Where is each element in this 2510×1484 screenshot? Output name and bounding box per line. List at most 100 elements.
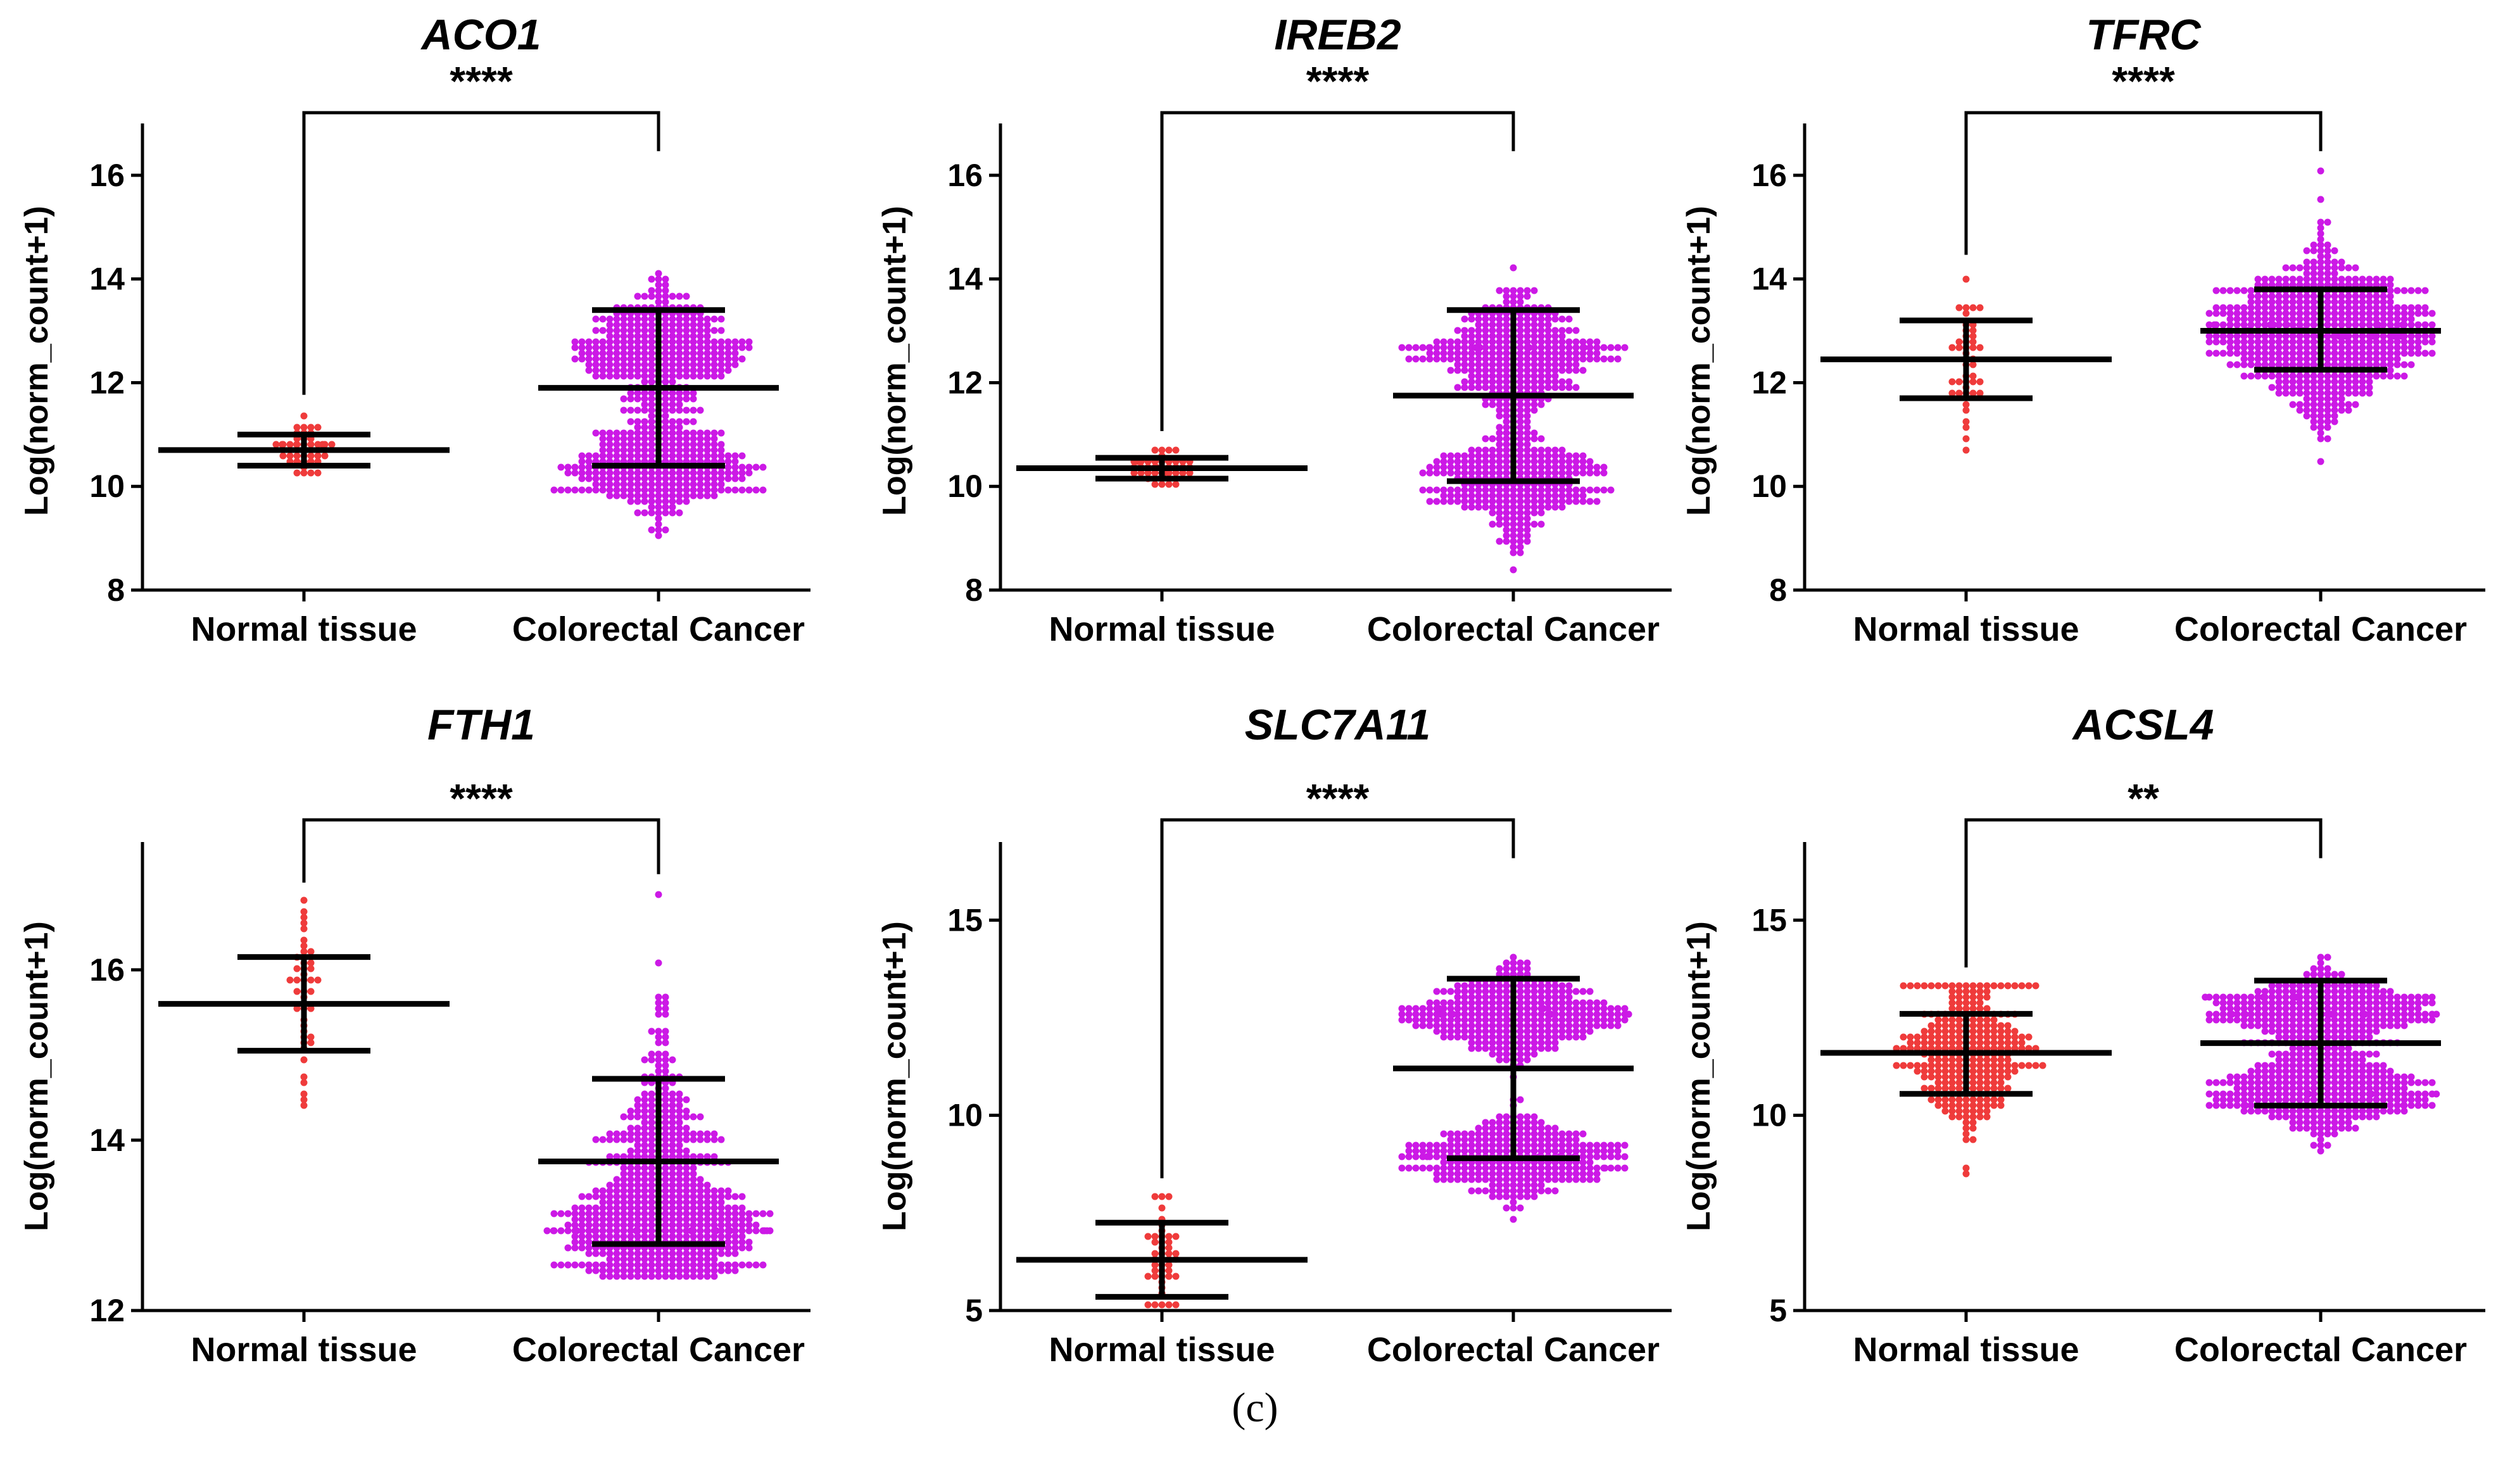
data-point <box>738 1227 746 1235</box>
data-point <box>2433 1090 2440 1098</box>
data-point <box>1614 1016 1622 1024</box>
data-point <box>2303 292 2311 300</box>
data-point <box>2303 1062 2311 1069</box>
data-point <box>2324 1067 2331 1075</box>
data-point <box>1934 1056 1942 1064</box>
data-point <box>613 441 621 448</box>
data-point <box>690 321 697 329</box>
data-point <box>1475 355 1482 363</box>
data-point <box>2317 258 2324 266</box>
data-point <box>307 1033 315 1041</box>
data-point <box>606 1210 614 1217</box>
data-point <box>1907 1062 1914 1069</box>
data-point <box>1503 446 1510 454</box>
data-point <box>2289 401 2297 408</box>
data-point <box>648 361 655 368</box>
data-point <box>599 355 607 363</box>
data-point <box>2247 287 2255 294</box>
data-point <box>1537 509 1545 517</box>
data-point <box>1579 367 1587 374</box>
data-point <box>606 1250 614 1257</box>
data-point <box>2219 304 2227 311</box>
data-point <box>690 429 697 437</box>
data-point <box>1517 401 1524 408</box>
data-point <box>1955 1016 1963 1024</box>
data-point <box>1537 332 1545 340</box>
data-point <box>1503 1176 1510 1183</box>
data-point <box>2247 1073 2255 1081</box>
data-point <box>606 327 614 334</box>
data-point <box>2345 1022 2352 1029</box>
data-point <box>634 469 641 477</box>
data-point <box>1144 1273 1152 1280</box>
data-point <box>1593 498 1601 505</box>
data-point <box>1433 1028 1441 1035</box>
data-point <box>1969 1022 1977 1029</box>
x-tick-label: Colorectal Cancer <box>2174 1331 2467 1369</box>
data-point <box>2414 332 2422 340</box>
data-point <box>1586 469 1594 477</box>
data-point <box>2373 292 2380 300</box>
data-point <box>697 1204 704 1212</box>
data-point <box>2338 338 2345 346</box>
data-point <box>1496 1119 1503 1126</box>
data-point <box>648 1096 655 1104</box>
data-point <box>2268 1028 2276 1035</box>
data-point <box>2282 332 2290 340</box>
data-point <box>1593 1147 1601 1155</box>
data-point <box>1537 458 1545 465</box>
data-point <box>1461 1136 1468 1143</box>
data-point <box>1607 344 1615 351</box>
data-point <box>1558 344 1566 351</box>
data-point <box>1412 1153 1420 1160</box>
data-point <box>1517 1033 1524 1041</box>
data-point <box>1503 292 1510 300</box>
data-point <box>606 1181 614 1189</box>
data-point <box>293 976 301 984</box>
data-point <box>2268 338 2276 346</box>
y-tick-label: 16 <box>1751 158 1787 193</box>
data-point <box>1517 327 1524 334</box>
data-point <box>1475 469 1482 477</box>
data-point <box>1468 498 1475 505</box>
data-point <box>1948 1102 1956 1109</box>
data-point <box>1475 327 1482 334</box>
data-point <box>613 486 621 494</box>
data-point <box>2310 389 2318 397</box>
data-point <box>1517 486 1524 494</box>
data-point <box>571 1244 579 1252</box>
data-point <box>620 492 628 500</box>
data-point <box>1530 332 1538 340</box>
data-point <box>1517 1050 1524 1058</box>
data-point <box>2303 1005 2311 1012</box>
data-point <box>1997 1079 2005 1086</box>
data-point <box>2373 1010 2380 1018</box>
data-point <box>697 1153 704 1160</box>
data-point <box>1398 1016 1406 1024</box>
data-point <box>1962 1170 1970 1178</box>
data-point <box>1517 1010 1524 1018</box>
data-point <box>1565 982 1573 990</box>
data-point <box>2331 1045 2338 1052</box>
data-point <box>1558 469 1566 477</box>
data-point <box>2310 965 2318 972</box>
data-point <box>1927 1073 1935 1081</box>
data-point <box>2310 1067 2318 1075</box>
data-point <box>703 486 711 494</box>
data-point <box>1962 446 1970 454</box>
data-point <box>2296 298 2304 306</box>
data-point <box>2296 1096 2304 1104</box>
data-point <box>648 1273 655 1280</box>
error-bar <box>1820 317 2112 401</box>
data-point <box>1475 458 1482 465</box>
data-point <box>710 338 718 346</box>
data-point <box>1537 321 1545 329</box>
data-point <box>1537 446 1545 454</box>
data-point <box>2338 292 2345 300</box>
data-point <box>634 395 641 403</box>
data-point <box>717 349 725 357</box>
data-point <box>2296 1045 2304 1052</box>
data-point <box>1990 1016 1998 1024</box>
data-point <box>2338 1016 2345 1024</box>
data-point <box>710 1273 718 1280</box>
